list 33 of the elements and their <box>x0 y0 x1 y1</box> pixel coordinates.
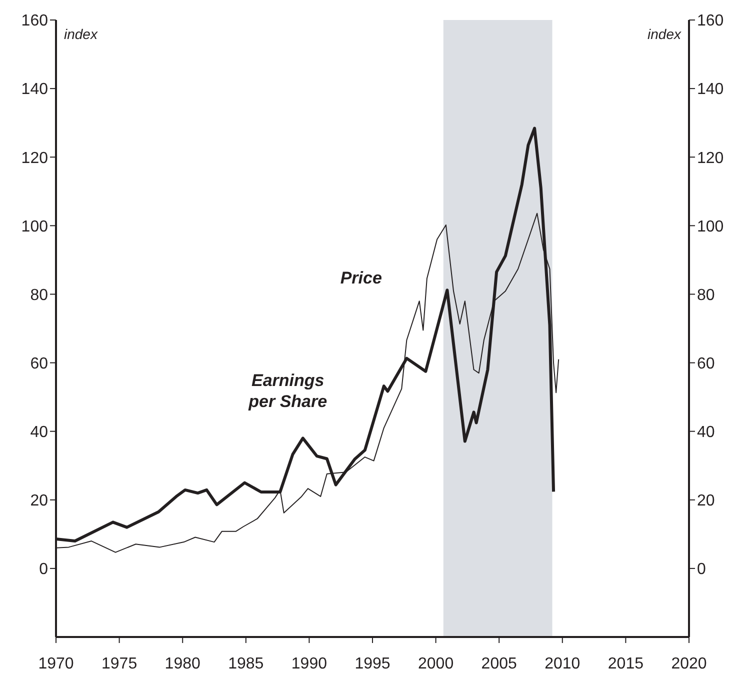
y2-tick-label: 140 <box>697 81 724 98</box>
y2-tick-label: 40 <box>697 424 715 442</box>
x-tick-label: 2015 <box>608 655 644 672</box>
x-tick-label: 2000 <box>418 655 454 672</box>
y2-tick-label: 80 <box>697 286 715 304</box>
y-tick-label: 120 <box>21 150 48 167</box>
x-tick-label: 2020 <box>671 655 707 672</box>
y2-tick-label: 60 <box>697 355 715 372</box>
x-tick-label: 1995 <box>354 655 390 672</box>
x-tick-label: 1975 <box>102 655 138 672</box>
y-tick-label: 20 <box>30 492 48 510</box>
y2-tick-label: 0 <box>697 561 706 578</box>
text: Price <box>340 268 382 288</box>
text: Earnings per Share <box>248 371 328 412</box>
y-tick-label: 40 <box>30 424 48 442</box>
x-tick-label: 2010 <box>544 655 580 672</box>
x-tick-label: 1970 <box>38 655 74 672</box>
y-tick-label: 100 <box>21 218 48 236</box>
y-tick-label: 60 <box>30 355 48 372</box>
y2-tick-label: 120 <box>697 150 724 167</box>
y2-tick-label: 100 <box>697 218 724 236</box>
y-axis-title: index <box>64 26 98 42</box>
y-tick-label: 140 <box>21 81 48 98</box>
x-tick-label: 1985 <box>228 655 264 672</box>
x-tick-label: 2005 <box>481 655 517 672</box>
y2-tick-label: 160 <box>697 12 724 30</box>
y-tick-label: 80 <box>30 286 48 304</box>
y2-tick-label: 20 <box>697 492 715 510</box>
y-tick-label: 160 <box>21 12 48 30</box>
y2-axis-title: index <box>648 26 681 42</box>
x-tick-label: 1980 <box>164 655 200 672</box>
x-tick-label: 1990 <box>291 655 328 672</box>
y-tick-label: 0 <box>39 561 48 578</box>
